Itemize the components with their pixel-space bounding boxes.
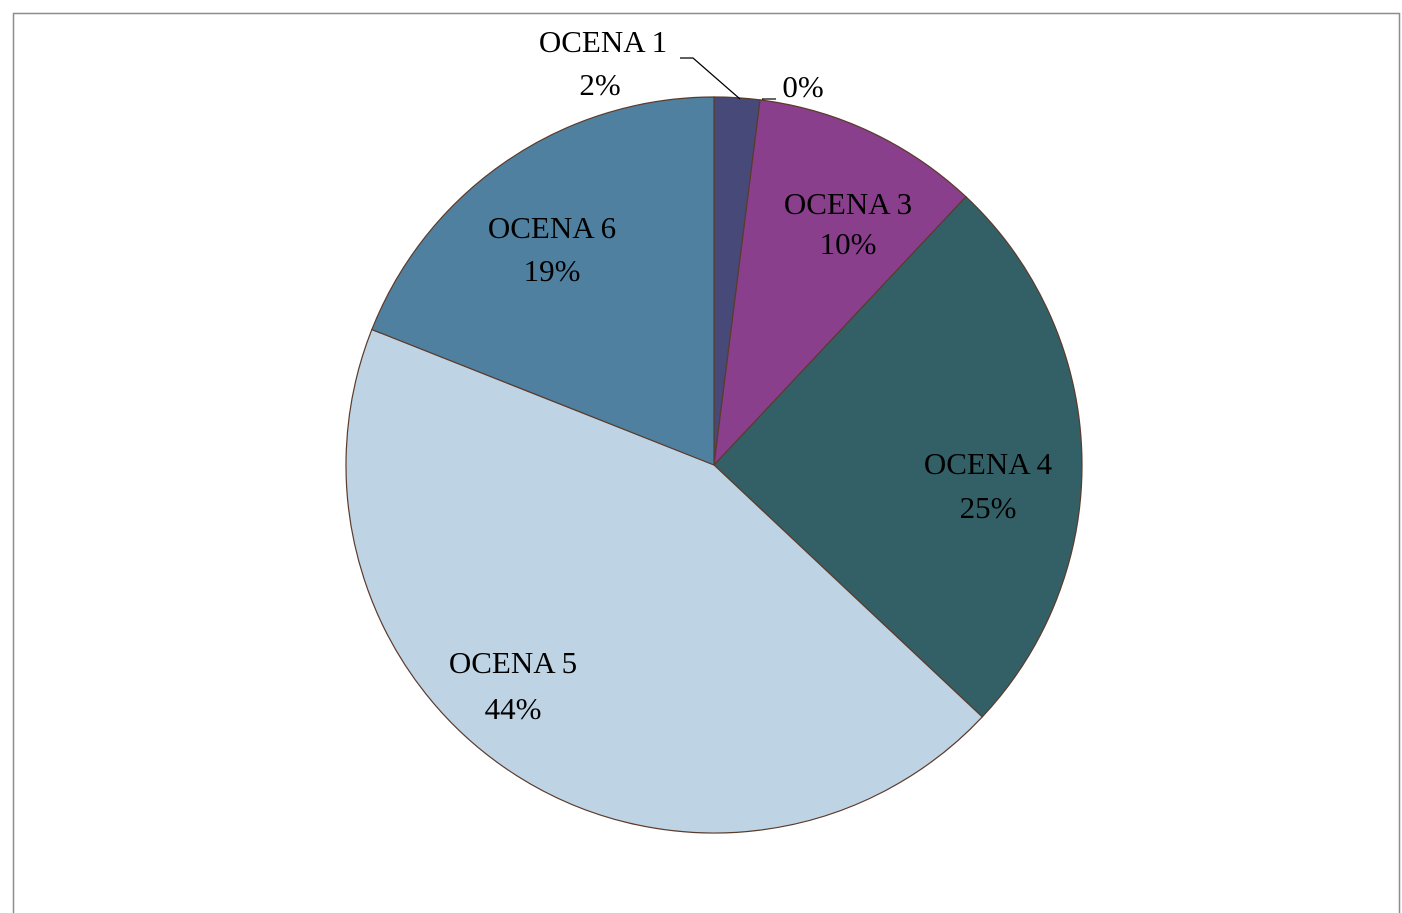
slice-label: OCENA 3 [784,186,912,221]
slice-label: OCENA 5 [449,645,577,680]
slice [713,195,1083,718]
leader-line [680,57,741,100]
slice [371,96,715,466]
slice-label: OCENA 6 [488,210,616,245]
labels: OCENA 1 2% 0% OCENA 3 10% OCENA 4 25% OCENA 5 44… [449,24,1053,726]
slice [713,99,967,467]
value-label: 2% [579,67,620,102]
slice-label: OCENA 4 [924,446,1053,481]
value-label: 25% [960,490,1017,525]
value-label: 0% [782,69,823,104]
value-label: 19% [524,253,581,288]
value-label: 44% [485,691,542,726]
pie [345,96,1083,834]
slice-label: OCENA 1 [539,24,667,59]
slice [345,328,984,834]
value-label: 10% [820,226,877,261]
